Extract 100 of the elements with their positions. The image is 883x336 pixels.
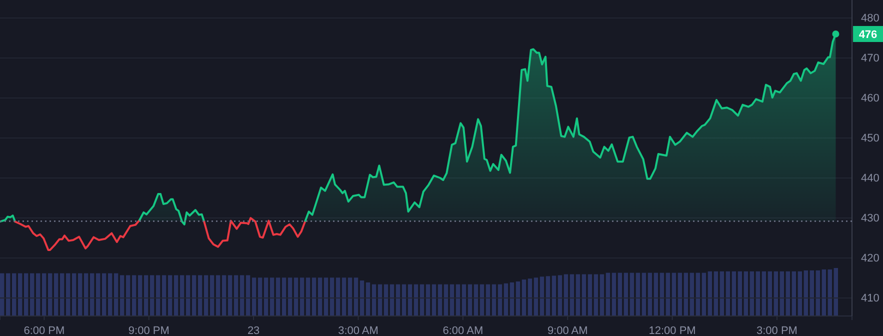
bar [228,275,232,316]
bar [12,273,16,316]
bar [486,284,490,316]
bar [462,284,466,316]
bar [834,268,838,316]
y-tick-label: 440 [861,172,880,185]
bar [396,284,400,316]
bar [222,275,226,316]
bar [390,284,394,316]
bar [210,275,214,316]
bar [270,278,274,316]
bar [558,275,562,316]
bar [576,274,580,316]
bar [816,270,820,316]
bar [150,275,154,316]
bar [198,275,202,316]
bar [672,272,676,316]
bar [330,278,334,316]
bar [0,273,4,316]
bar [744,271,748,316]
bar [156,275,160,316]
bar [372,284,376,316]
bar [318,278,322,316]
bar [588,274,592,316]
bar [414,284,418,316]
bar [492,284,496,316]
bar [780,271,784,316]
y-tick-label: 460 [861,92,880,105]
bar [498,284,502,316]
bar [6,273,10,316]
y-tick-label: 480 [861,12,880,25]
bar [114,273,118,316]
bar [528,278,532,316]
bar [342,278,346,316]
bar [510,282,514,316]
bar [480,284,484,316]
bar [654,272,658,316]
bar [828,269,832,316]
bar [624,272,628,316]
y-tick-label: 410 [861,292,880,305]
bar [792,271,796,316]
bar [426,284,430,316]
price-tag: 476 [853,26,883,42]
bar [168,275,172,316]
bar [282,278,286,316]
bar [690,272,694,316]
bar [522,280,526,316]
bar [204,275,208,316]
bar [126,275,130,316]
bar [324,278,328,316]
bar [678,272,682,316]
bar [666,272,670,316]
bar [552,276,556,316]
bar [768,271,772,316]
bar [288,278,292,316]
bar [54,273,58,316]
annotation: 476 [858,29,878,41]
bar [642,272,646,316]
bar [600,274,604,316]
bar [546,276,550,316]
bar [60,273,64,316]
bar [78,273,82,316]
bar [366,282,370,316]
bar [258,278,262,316]
bar [612,272,616,316]
bar [564,274,568,316]
bar [120,275,124,316]
bar [636,272,640,316]
bar [648,272,652,316]
bar [594,274,598,316]
bar [252,278,256,316]
bar [138,275,142,316]
bar [696,272,700,316]
bar [186,275,190,316]
bar [630,272,634,316]
x-tick-label: 3:00 AM [338,324,378,336]
bar [774,271,778,316]
bar [714,271,718,316]
y-tick-label: 430 [861,212,880,225]
bar [750,271,754,316]
bar [720,271,724,316]
bar [702,272,706,316]
bar [708,271,712,316]
bar [162,275,166,316]
bar [822,269,826,316]
bar [444,284,448,316]
x-tick-label: 6:00 AM [442,324,484,336]
bar [810,270,814,316]
bar [240,275,244,316]
bar [384,284,388,316]
bar [540,276,544,316]
bar [300,278,304,316]
bar [132,275,136,316]
bar [66,273,70,316]
bar [468,284,472,316]
bar [378,284,382,316]
x-tick-label: 9:00 PM [128,324,170,336]
bar [474,284,478,316]
x-tick-label: 23 [247,324,260,336]
x-tick-label: 9:00 AM [547,324,588,336]
